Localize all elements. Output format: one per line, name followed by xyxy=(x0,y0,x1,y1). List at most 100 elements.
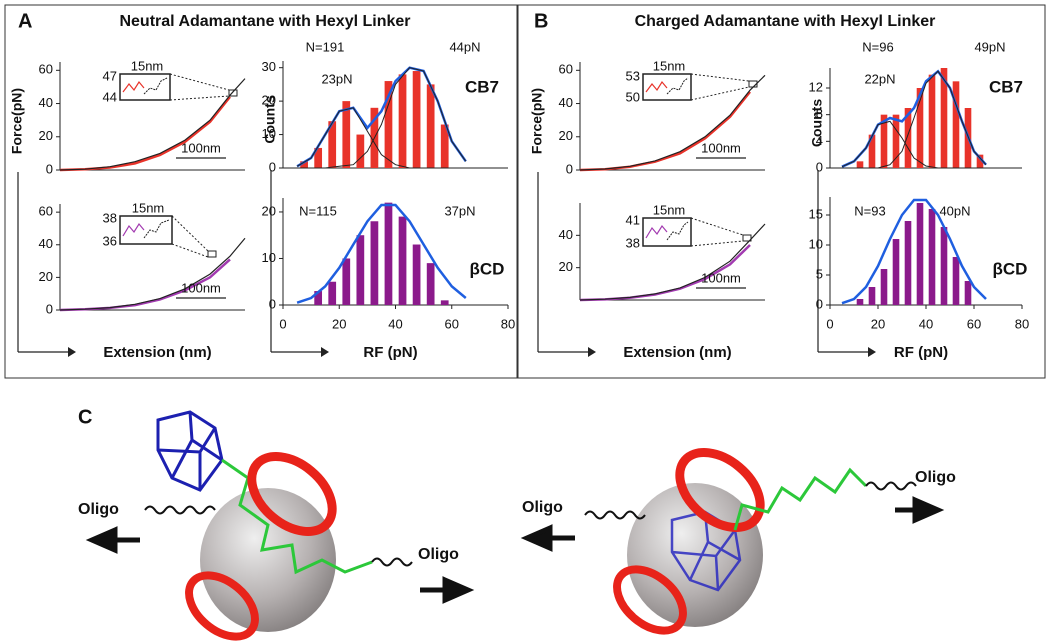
inset-frame xyxy=(642,73,692,101)
y-tick-label: 15 xyxy=(809,206,823,221)
x-tick-label: 40 xyxy=(919,316,933,331)
scale-bar-label: 100nm xyxy=(181,280,221,295)
inset-target xyxy=(742,234,752,242)
y-tick-label: 60 xyxy=(39,204,53,219)
y-tick-label: 0 xyxy=(816,296,823,311)
annotation: N=93 xyxy=(854,203,885,218)
inset-trace xyxy=(645,224,668,239)
x-tick-label: 0 xyxy=(826,316,833,331)
inset-frame xyxy=(119,73,171,101)
bar xyxy=(940,227,948,305)
bar xyxy=(952,81,960,168)
panel-label: C xyxy=(78,406,92,428)
bar xyxy=(356,134,365,168)
annotation: 44pN xyxy=(449,39,480,54)
bar xyxy=(426,84,435,168)
y-tick-label: 40 xyxy=(559,227,573,242)
scale-bar-label: 100nm xyxy=(701,140,741,155)
diagram: C Oligo Oligo Oligo Oligo xyxy=(78,406,956,641)
y-tick-label: 10 xyxy=(262,250,276,265)
bar xyxy=(328,121,337,168)
y-tick-label: 0 xyxy=(269,296,276,311)
fit-line xyxy=(59,78,246,171)
panel-label: B xyxy=(534,10,548,32)
portal-ring xyxy=(675,448,765,532)
x-tick-label: 0 xyxy=(279,316,286,331)
x-tick-label: 20 xyxy=(332,316,346,331)
bar xyxy=(916,203,924,305)
annotation: βCD xyxy=(470,259,505,278)
bar xyxy=(426,263,435,305)
inset-guide xyxy=(690,217,744,236)
inset-trace xyxy=(645,80,668,93)
annotation: 37pN xyxy=(444,203,475,218)
adamantane xyxy=(670,510,742,592)
bar xyxy=(412,244,421,305)
arrow-head xyxy=(588,347,596,357)
annotation: CB7 xyxy=(989,77,1023,96)
annotation: CB7 xyxy=(465,77,499,96)
hexyl-linker xyxy=(221,458,373,575)
fit-line xyxy=(296,203,467,304)
portal-ring xyxy=(613,565,687,635)
inset-scale: 15nm xyxy=(653,202,686,217)
fit-line xyxy=(297,67,467,169)
bar xyxy=(856,161,864,168)
scale-bar-label: 100nm xyxy=(181,140,221,155)
oligo-label: Oligo xyxy=(78,501,119,518)
y-tick-label: 0 xyxy=(566,161,573,176)
inset-scale: 15nm xyxy=(132,200,165,215)
y-tick-label: 20 xyxy=(559,259,573,274)
oligo-strand xyxy=(371,557,413,567)
bar xyxy=(342,258,351,305)
x-tick-label: 80 xyxy=(501,316,515,331)
adamantane xyxy=(156,410,224,492)
oligo-label: Oligo xyxy=(418,546,459,563)
oligo-strand xyxy=(584,510,646,520)
bar xyxy=(370,221,379,305)
inset-label: 38 xyxy=(103,210,117,225)
arrow-head xyxy=(868,347,876,357)
bar xyxy=(952,257,960,305)
inset-trace xyxy=(143,77,168,95)
inset-trace xyxy=(122,222,145,237)
inset-label: 36 xyxy=(103,233,117,248)
panel-title: Charged Adamantane with Hexyl Linker xyxy=(635,13,936,30)
annotation: N=191 xyxy=(306,39,345,54)
pull-arrow xyxy=(895,496,945,524)
arrow-head xyxy=(321,347,329,357)
inset-guide xyxy=(690,240,744,247)
fit-line xyxy=(296,107,466,169)
annotation: βCD xyxy=(993,259,1028,278)
y-tick-label: 20 xyxy=(559,128,573,143)
y-tick-label: 40 xyxy=(559,95,573,110)
bar xyxy=(916,88,924,168)
y-tick-label: 8 xyxy=(816,106,823,121)
y-axis-title: Counts xyxy=(262,95,278,143)
oligo-strand xyxy=(865,481,917,491)
bar xyxy=(356,235,365,305)
bar xyxy=(880,114,888,168)
bar xyxy=(892,239,900,305)
bar xyxy=(328,281,337,305)
inset-target xyxy=(228,89,238,97)
bar xyxy=(440,124,449,168)
y-tick-label: 60 xyxy=(559,62,573,77)
x-tick-label: 60 xyxy=(967,316,981,331)
y-tick-label: 0 xyxy=(46,161,53,176)
oligo-label: Oligo xyxy=(915,469,956,486)
y-tick-label: 0 xyxy=(269,159,276,174)
bar xyxy=(892,114,900,168)
x-axis-title: RF (pN) xyxy=(894,344,948,361)
fit-line xyxy=(842,70,987,169)
panel-title: Neutral Adamantane with Hexyl Linker xyxy=(119,13,410,30)
bar xyxy=(928,74,936,168)
annotation: N=115 xyxy=(299,203,337,218)
portal-ring xyxy=(185,571,259,641)
y-tick-label: 20 xyxy=(39,269,53,284)
panel-frame xyxy=(4,4,518,379)
y-tick-label: 5 xyxy=(816,266,823,281)
y-tick-label: 12 xyxy=(809,79,823,94)
bar xyxy=(856,299,864,305)
